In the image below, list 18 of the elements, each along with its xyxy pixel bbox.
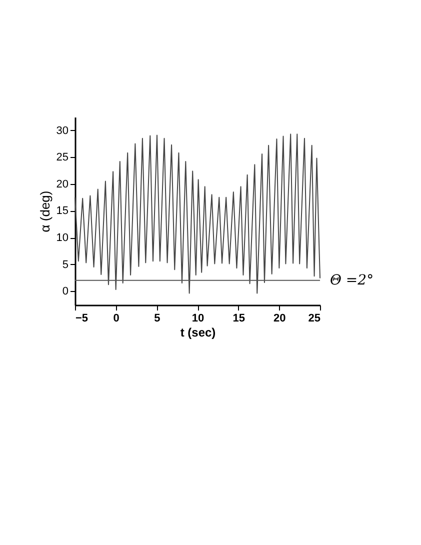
x-tick-label: 10 (192, 312, 204, 324)
y-tick-label: 15 (56, 205, 68, 218)
y-tick-label: 10 (56, 232, 68, 244)
y-tick-label: 20 (56, 178, 68, 190)
x-tick-label: 20 (274, 312, 286, 324)
y-tick-label: 25 (56, 152, 68, 164)
x-axis-title: t (sec) (180, 326, 216, 340)
ref-line-label: Θ =2° (330, 272, 374, 288)
line-series (74, 134, 320, 294)
x-tick-label: 0 (113, 312, 120, 324)
x-tick-label: 5 (154, 312, 160, 324)
x-tick-label: −5 (76, 312, 88, 324)
y-axis-title: α (deg) (37, 190, 52, 232)
x-tick-label: 15 (232, 312, 245, 324)
y-tick-label: 0 (62, 286, 68, 298)
x-tick-label: 25 (308, 312, 320, 324)
y-tick-label: 30 (56, 124, 68, 137)
y-tick-label: 5 (62, 258, 68, 271)
